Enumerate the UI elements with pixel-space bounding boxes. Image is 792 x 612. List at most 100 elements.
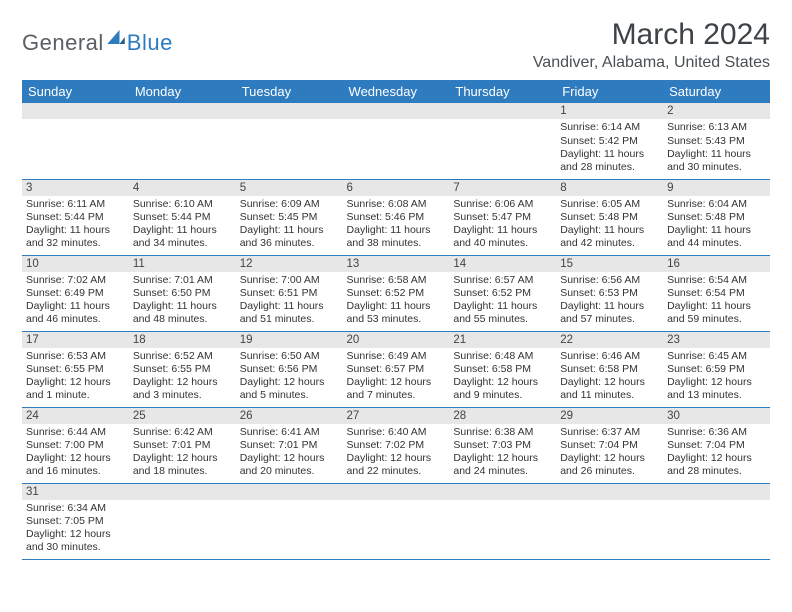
daylight-text: Daylight: 12 hours and 13 minutes. — [667, 376, 766, 402]
daylight-text: Daylight: 12 hours and 26 minutes. — [560, 452, 659, 478]
day-number: 19 — [236, 332, 343, 348]
sunset-text: Sunset: 5:42 PM — [560, 135, 659, 148]
calendar-cell: 31Sunrise: 6:34 AMSunset: 7:05 PMDayligh… — [22, 483, 129, 559]
sunrise-text: Sunrise: 6:57 AM — [453, 274, 552, 287]
sunrise-text: Sunrise: 6:04 AM — [667, 198, 766, 211]
daylight-text: Daylight: 11 hours and 30 minutes. — [667, 148, 766, 174]
calendar-cell: 8Sunrise: 6:05 AMSunset: 5:48 PMDaylight… — [556, 179, 663, 255]
daylight-text: Daylight: 11 hours and 46 minutes. — [26, 300, 125, 326]
sunset-text: Sunset: 5:44 PM — [133, 211, 232, 224]
weekday-header: Wednesday — [343, 80, 450, 103]
sunset-text: Sunset: 6:56 PM — [240, 363, 339, 376]
calendar-cell: 24Sunrise: 6:44 AMSunset: 7:00 PMDayligh… — [22, 407, 129, 483]
calendar-cell — [343, 483, 450, 559]
sunset-text: Sunset: 6:59 PM — [667, 363, 766, 376]
sunrise-text: Sunrise: 6:34 AM — [26, 502, 125, 515]
cell-inner: 3Sunrise: 6:11 AMSunset: 5:44 PMDaylight… — [26, 182, 125, 252]
daylight-text: Daylight: 11 hours and 44 minutes. — [667, 224, 766, 250]
cell-inner: 21Sunrise: 6:48 AMSunset: 6:58 PMDayligh… — [453, 334, 552, 404]
calendar-cell — [22, 103, 129, 179]
sunset-text: Sunset: 6:57 PM — [347, 363, 446, 376]
daylight-text: Daylight: 12 hours and 20 minutes. — [240, 452, 339, 478]
day-number: 29 — [556, 408, 663, 424]
cell-inner: 27Sunrise: 6:40 AMSunset: 7:02 PMDayligh… — [347, 410, 446, 480]
location: Vandiver, Alabama, United States — [533, 54, 770, 72]
day-number-bar — [556, 484, 663, 500]
daylight-text: Daylight: 12 hours and 9 minutes. — [453, 376, 552, 402]
cell-inner: 20Sunrise: 6:49 AMSunset: 6:57 PMDayligh… — [347, 334, 446, 404]
sunset-text: Sunset: 6:50 PM — [133, 287, 232, 300]
sunrise-text: Sunrise: 6:10 AM — [133, 198, 232, 211]
calendar-cell: 16Sunrise: 6:54 AMSunset: 6:54 PMDayligh… — [663, 255, 770, 331]
logo-text-general: General — [22, 30, 104, 56]
sunset-text: Sunset: 7:01 PM — [240, 439, 339, 452]
calendar-cell: 15 Sunrise: 6:56 AMSunset: 6:53 PMDayligh… — [556, 255, 663, 331]
day-number: 13 — [343, 256, 450, 272]
daylight-text: Daylight: 11 hours and 34 minutes. — [133, 224, 232, 250]
cell-inner: 22Sunrise: 6:46 AMSunset: 6:58 PMDayligh… — [560, 334, 659, 404]
sunrise-text: Sunrise: 6:41 AM — [240, 426, 339, 439]
calendar-cell: 22Sunrise: 6:46 AMSunset: 6:58 PMDayligh… — [556, 331, 663, 407]
calendar-cell — [449, 483, 556, 559]
day-number: 27 — [343, 408, 450, 424]
sunrise-text: Sunrise: 6:13 AM — [667, 121, 766, 134]
daylight-text: Daylight: 12 hours and 24 minutes. — [453, 452, 552, 478]
day-number: 5 — [236, 180, 343, 196]
day-number: 3 — [22, 180, 129, 196]
cell-inner: 26Sunrise: 6:41 AMSunset: 7:01 PMDayligh… — [240, 410, 339, 480]
weekday-header: Saturday — [663, 80, 770, 103]
sunrise-text: Sunrise: 6:09 AM — [240, 198, 339, 211]
day-number: 15 — [556, 256, 663, 272]
sunset-text: Sunset: 7:00 PM — [26, 439, 125, 452]
cell-inner: 7Sunrise: 6:06 AMSunset: 5:47 PMDaylight… — [453, 182, 552, 252]
cell-inner: 10Sunrise: 7:02 AMSunset: 6:49 PMDayligh… — [26, 258, 125, 328]
day-number: 20 — [343, 332, 450, 348]
calendar-cell: 1Sunrise: 6:14 AMSunset: 5:42 PMDaylight… — [556, 103, 663, 179]
day-number-bar — [449, 103, 556, 119]
calendar-cell: 17Sunrise: 6:53 AMSunset: 6:55 PMDayligh… — [22, 331, 129, 407]
cell-inner: 15Sunrise: 6:56 AMSunset: 6:53 PMDayligh… — [560, 258, 659, 328]
day-number: 1 — [556, 103, 663, 119]
sunset-text: Sunset: 7:05 PM — [26, 515, 125, 528]
day-number: 22 — [556, 332, 663, 348]
cell-inner: 16Sunrise: 6:54 AMSunset: 6:54 PMDayligh… — [667, 258, 766, 328]
sunrise-text: Sunrise: 6:56 AM — [560, 274, 659, 287]
day-number-bar — [343, 484, 450, 500]
cell-inner: 8Sunrise: 6:05 AMSunset: 5:48 PMDaylight… — [560, 182, 659, 252]
calendar-table: Sunday Monday Tuesday Wednesday Thursday… — [22, 80, 770, 560]
day-number: 8 — [556, 180, 663, 196]
cell-inner: 24Sunrise: 6:44 AMSunset: 7:00 PMDayligh… — [26, 410, 125, 480]
day-number: 17 — [22, 332, 129, 348]
cell-inner: 5Sunrise: 6:09 AMSunset: 5:45 PMDaylight… — [240, 182, 339, 252]
calendar-cell: 3Sunrise: 6:11 AMSunset: 5:44 PMDaylight… — [22, 179, 129, 255]
sunset-text: Sunset: 6:52 PM — [453, 287, 552, 300]
daylight-text: Daylight: 11 hours and 59 minutes. — [667, 300, 766, 326]
sunrise-text: Sunrise: 6:46 AM — [560, 350, 659, 363]
daylight-text: Daylight: 12 hours and 5 minutes. — [240, 376, 339, 402]
calendar-cell — [556, 483, 663, 559]
calendar-cell: 6Sunrise: 6:08 AMSunset: 5:46 PMDaylight… — [343, 179, 450, 255]
sunset-text: Sunset: 5:47 PM — [453, 211, 552, 224]
day-number: 14 — [449, 256, 556, 272]
cell-inner: 17Sunrise: 6:53 AMSunset: 6:55 PMDayligh… — [26, 334, 125, 404]
sunset-text: Sunset: 6:53 PM — [560, 287, 659, 300]
sunset-text: Sunset: 6:52 PM — [347, 287, 446, 300]
day-number: 21 — [449, 332, 556, 348]
day-number-bar — [129, 484, 236, 500]
calendar-cell: 10Sunrise: 7:02 AMSunset: 6:49 PMDayligh… — [22, 255, 129, 331]
daylight-text: Daylight: 12 hours and 18 minutes. — [133, 452, 232, 478]
calendar-cell: 14Sunrise: 6:57 AMSunset: 6:52 PMDayligh… — [449, 255, 556, 331]
daylight-text: Daylight: 11 hours and 51 minutes. — [240, 300, 339, 326]
calendar-cell: 11Sunrise: 7:01 AMSunset: 6:50 PMDayligh… — [129, 255, 236, 331]
cell-inner: 29Sunrise: 6:37 AMSunset: 7:04 PMDayligh… — [560, 410, 659, 480]
sunset-text: Sunset: 7:03 PM — [453, 439, 552, 452]
daylight-text: Daylight: 11 hours and 57 minutes. — [560, 300, 659, 326]
calendar-cell: 5Sunrise: 6:09 AMSunset: 5:45 PMDaylight… — [236, 179, 343, 255]
day-number-bar — [129, 103, 236, 119]
calendar-cell: 25Sunrise: 6:42 AMSunset: 7:01 PMDayligh… — [129, 407, 236, 483]
daylight-text: Daylight: 11 hours and 28 minutes. — [560, 148, 659, 174]
calendar-cell: 18Sunrise: 6:52 AMSunset: 6:55 PMDayligh… — [129, 331, 236, 407]
calendar-cell: 12Sunrise: 7:00 AMSunset: 6:51 PMDayligh… — [236, 255, 343, 331]
day-number: 30 — [663, 408, 770, 424]
sunrise-text: Sunrise: 6:48 AM — [453, 350, 552, 363]
